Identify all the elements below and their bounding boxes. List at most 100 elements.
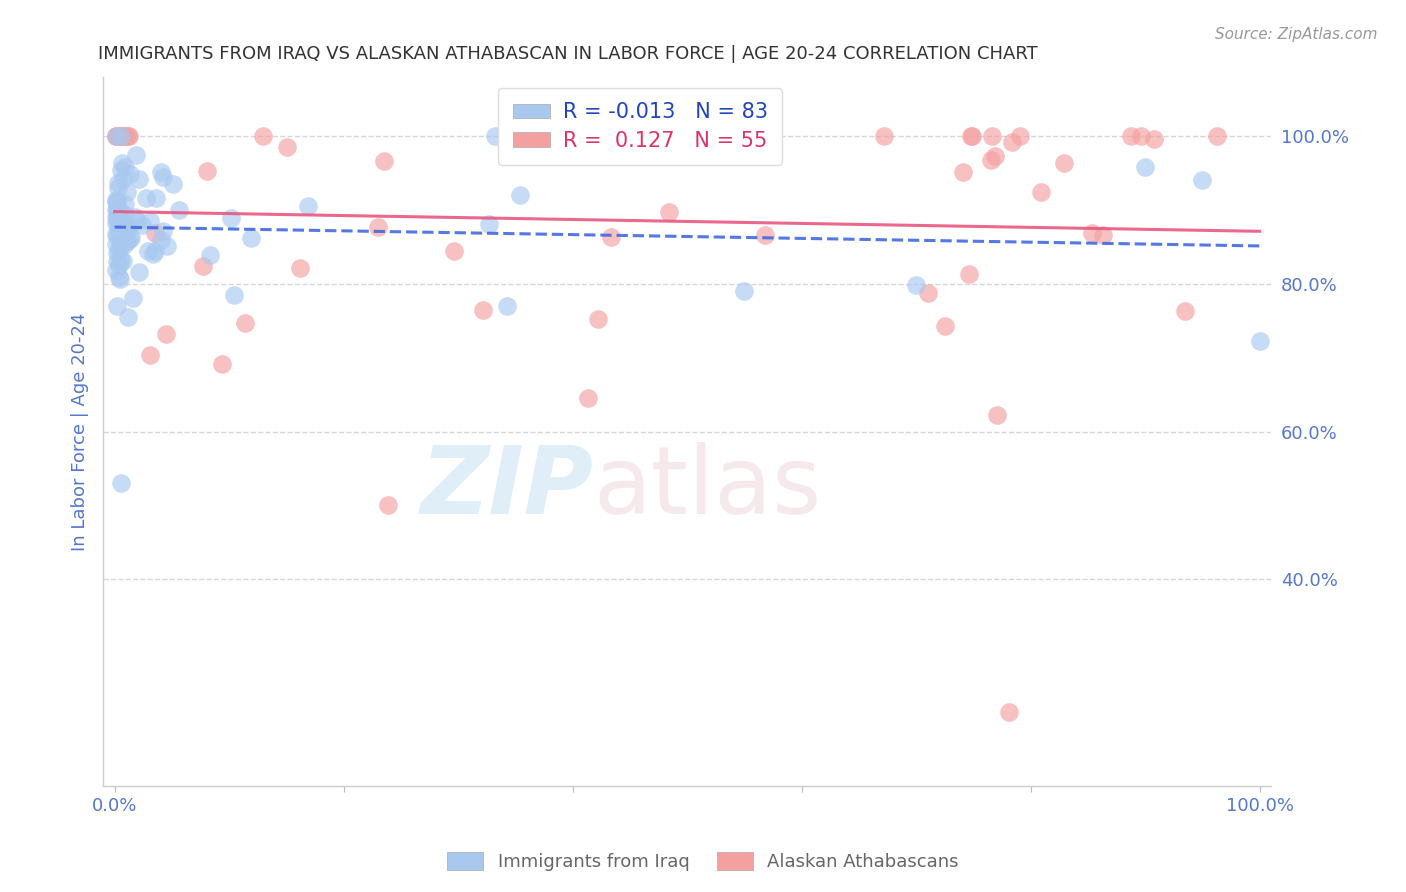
- Point: [143, 226, 166, 240]
- Point: [1133, 161, 1156, 175]
- Point: [1249, 334, 1271, 348]
- Point: [152, 169, 174, 184]
- Point: [114, 216, 136, 230]
- Point: [156, 239, 179, 253]
- Point: [1191, 172, 1213, 186]
- Point: [118, 129, 141, 144]
- Point: [998, 706, 1021, 720]
- Point: [115, 234, 138, 248]
- Point: [111, 129, 134, 144]
- Point: [104, 202, 127, 217]
- Point: [162, 177, 184, 191]
- Point: [107, 258, 129, 272]
- Point: [1053, 156, 1076, 170]
- Point: [471, 303, 494, 318]
- Point: [191, 259, 214, 273]
- Point: [105, 202, 128, 216]
- Point: [105, 211, 128, 226]
- Point: [496, 299, 519, 313]
- Point: [219, 211, 242, 225]
- Point: [118, 231, 141, 245]
- Point: [117, 310, 139, 324]
- Point: [138, 213, 160, 227]
- Point: [960, 129, 983, 144]
- Point: [145, 244, 167, 258]
- Point: [107, 129, 129, 144]
- Point: [105, 246, 128, 260]
- Point: [198, 248, 221, 262]
- Point: [108, 244, 131, 259]
- Point: [111, 156, 134, 170]
- Point: [754, 227, 776, 242]
- Point: [120, 167, 142, 181]
- Point: [105, 299, 128, 313]
- Point: [104, 129, 127, 144]
- Point: [980, 129, 1002, 144]
- Point: [110, 129, 132, 144]
- Point: [104, 210, 127, 224]
- Point: [690, 129, 713, 144]
- Point: [960, 129, 983, 144]
- Legend: Immigrants from Iraq, Alaskan Athabascans: Immigrants from Iraq, Alaskan Athabascan…: [440, 845, 966, 879]
- Point: [297, 199, 319, 213]
- Point: [125, 148, 148, 162]
- Point: [135, 191, 157, 205]
- Y-axis label: In Labor Force | Age 20-24: In Labor Force | Age 20-24: [72, 312, 89, 551]
- Point: [105, 253, 128, 268]
- Point: [873, 129, 896, 144]
- Point: [1091, 228, 1114, 243]
- Point: [105, 228, 128, 243]
- Point: [114, 129, 136, 144]
- Point: [115, 222, 138, 236]
- Point: [105, 193, 128, 207]
- Point: [980, 153, 1002, 168]
- Point: [984, 148, 1007, 162]
- Point: [952, 165, 974, 179]
- Point: [152, 224, 174, 238]
- Point: [733, 285, 755, 299]
- Point: [145, 191, 167, 205]
- Point: [576, 391, 599, 405]
- Point: [117, 129, 139, 144]
- Point: [1130, 129, 1153, 144]
- Point: [1205, 129, 1227, 144]
- Point: [105, 194, 128, 209]
- Point: [373, 154, 395, 169]
- Point: [149, 233, 172, 247]
- Point: [121, 291, 143, 305]
- Point: [1174, 303, 1197, 318]
- Point: [104, 236, 127, 251]
- Point: [1029, 185, 1052, 199]
- Point: [149, 165, 172, 179]
- Point: [167, 202, 190, 217]
- Point: [599, 229, 621, 244]
- Point: [290, 260, 312, 275]
- Point: [233, 316, 256, 330]
- Point: [136, 244, 159, 259]
- Point: [131, 218, 153, 232]
- Point: [104, 129, 127, 144]
- Point: [110, 129, 132, 144]
- Point: [155, 326, 177, 341]
- Legend: R = -0.013   N = 83, R =  0.127   N = 55: R = -0.013 N = 83, R = 0.127 N = 55: [498, 87, 783, 165]
- Point: [108, 269, 131, 284]
- Point: [107, 181, 129, 195]
- Point: [115, 185, 138, 199]
- Point: [117, 234, 139, 248]
- Point: [114, 208, 136, 222]
- Point: [110, 252, 132, 267]
- Point: [443, 244, 465, 259]
- Point: [107, 177, 129, 191]
- Point: [917, 286, 939, 301]
- Point: [1143, 132, 1166, 146]
- Point: [934, 318, 956, 333]
- Point: [905, 277, 928, 292]
- Point: [114, 197, 136, 211]
- Point: [104, 194, 127, 209]
- Point: [115, 129, 138, 144]
- Point: [110, 163, 132, 178]
- Point: [1010, 129, 1032, 144]
- Point: [367, 220, 389, 235]
- Point: [107, 218, 129, 232]
- Point: [509, 188, 531, 202]
